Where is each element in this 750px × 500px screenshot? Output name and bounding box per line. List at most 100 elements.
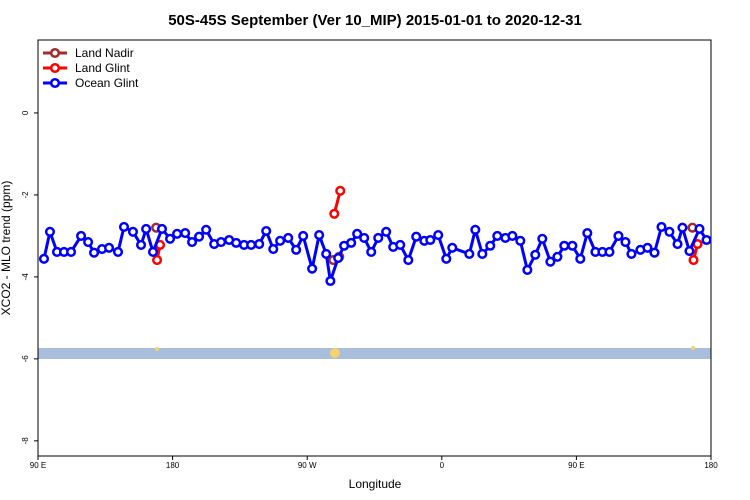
point [333, 252, 344, 264]
point [530, 249, 541, 260]
point [575, 253, 586, 264]
point [485, 240, 496, 251]
point [672, 239, 683, 250]
legend-item: Ocean Glint [43, 76, 139, 90]
point [664, 226, 675, 237]
point [83, 237, 94, 248]
plot-frame [37, 39, 712, 457]
point [325, 275, 336, 287]
point [552, 251, 563, 262]
point [366, 246, 377, 257]
point [335, 185, 346, 196]
point [447, 242, 458, 253]
legend-label: Ocean Glint [75, 76, 139, 90]
point [395, 239, 406, 250]
point [515, 235, 526, 246]
point [307, 263, 318, 274]
point [283, 232, 294, 244]
x-tick-label: 180 [166, 461, 180, 470]
point [604, 246, 615, 257]
point [642, 242, 653, 253]
point [701, 234, 712, 246]
point [522, 264, 533, 275]
point [507, 230, 518, 241]
y-tick-label: 0 [21, 110, 30, 115]
point [275, 235, 286, 246]
land-band [38, 348, 711, 359]
point [261, 225, 272, 237]
point [76, 230, 87, 241]
point [201, 224, 212, 235]
point [411, 231, 422, 242]
point [477, 248, 488, 259]
y-tick-label: -8 [21, 437, 30, 445]
point [346, 237, 357, 248]
point [321, 248, 332, 259]
land-marker [155, 347, 159, 351]
point [649, 247, 660, 258]
point [165, 233, 176, 244]
x-tick-label: 90 E [568, 461, 584, 470]
point [694, 223, 705, 234]
point [231, 237, 242, 248]
legend-marker [49, 47, 61, 59]
point [89, 247, 100, 258]
point [254, 239, 265, 250]
point [656, 221, 667, 232]
point [127, 226, 139, 237]
point [582, 227, 593, 239]
y-tick-label: -2 [21, 191, 30, 199]
legend-label: Land Glint [75, 61, 130, 75]
point [567, 240, 578, 251]
point [156, 223, 168, 234]
point [180, 227, 191, 239]
point [492, 230, 503, 241]
legend-marker [49, 77, 61, 89]
legend-item: Land Glint [43, 61, 130, 75]
point [172, 228, 183, 239]
x-tick-label: 0 [440, 461, 445, 470]
point [112, 246, 124, 257]
point [38, 253, 50, 264]
y-tick-label: -6 [21, 355, 30, 363]
point [537, 233, 548, 244]
legend-item: Land Nadir [43, 46, 134, 60]
point [359, 232, 370, 244]
land-marker [691, 346, 695, 350]
y-tick-label: -4 [21, 273, 30, 281]
x-tick-label: 90 W [298, 461, 317, 470]
point [559, 240, 570, 251]
point [684, 246, 695, 257]
point [298, 230, 309, 241]
point [688, 255, 699, 266]
point [470, 224, 481, 235]
point [433, 230, 444, 241]
point [403, 255, 414, 266]
point [545, 256, 556, 267]
point [103, 242, 115, 253]
point [352, 228, 363, 239]
point [268, 243, 279, 255]
point [425, 234, 436, 246]
legend-marker [49, 62, 61, 74]
point [620, 237, 631, 248]
point [291, 244, 302, 255]
point [441, 253, 452, 264]
point [151, 255, 163, 266]
land-marker [330, 348, 340, 358]
point [141, 223, 152, 234]
chart-title: 50S-45S September (Ver 10_MIP) 2015-01-0… [168, 12, 582, 29]
point [381, 226, 392, 237]
point [118, 221, 130, 232]
point [373, 232, 384, 244]
point [216, 237, 227, 248]
point [314, 230, 325, 241]
x-tick-label: 90 E [30, 461, 46, 470]
x-axis-label: Longitude [349, 477, 402, 491]
point [44, 226, 56, 237]
y-axis-label: XCO2 - MLO trend (ppm) [0, 181, 13, 316]
point [135, 239, 147, 250]
point [626, 248, 637, 259]
x-tick-label: 180 [704, 461, 718, 470]
